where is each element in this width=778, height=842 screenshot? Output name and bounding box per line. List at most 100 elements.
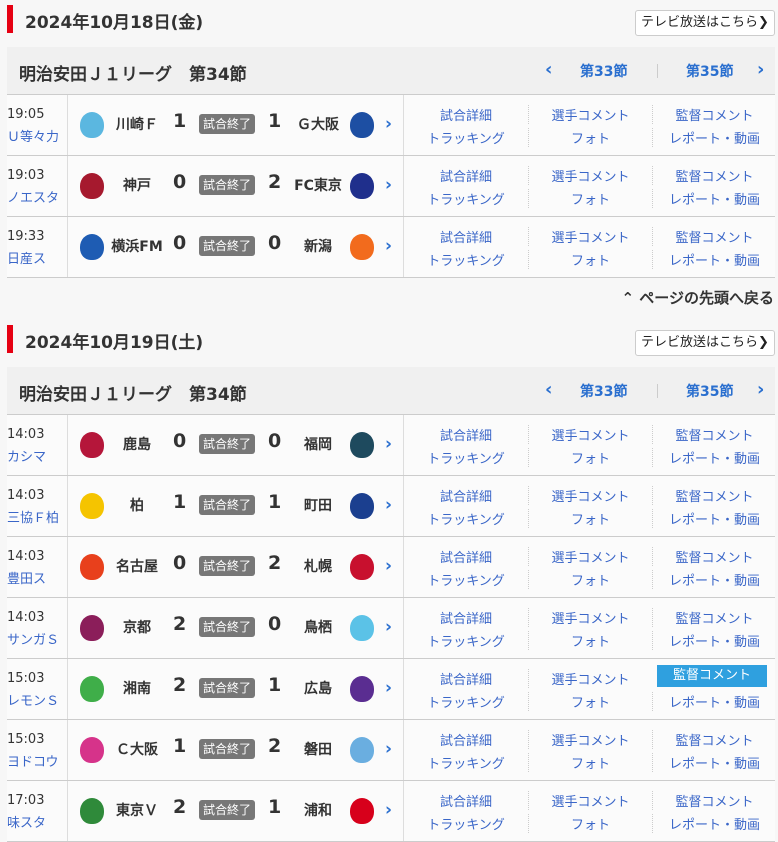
player-comment-link[interactable]: 選手コメント: [528, 730, 652, 749]
chevron-right-icon[interactable]: ›: [385, 495, 393, 515]
chevron-right-icon[interactable]: ›: [385, 617, 393, 637]
tracking-link[interactable]: トラッキング: [427, 574, 505, 589]
manager-comment-link[interactable]: 監督コメント: [652, 608, 776, 627]
next-round-link[interactable]: 第35節: [686, 384, 734, 400]
next-round-link[interactable]: 第35節: [686, 64, 734, 80]
stadium-link[interactable]: 三協Ｆ柏: [7, 511, 60, 526]
photo-link[interactable]: フォト: [528, 814, 652, 833]
stadium-link[interactable]: ノエスタ: [7, 191, 60, 206]
photo-link[interactable]: フォト: [528, 250, 652, 269]
photo-link[interactable]: フォト: [528, 631, 652, 650]
manager-comment-link[interactable]: 監督コメント: [657, 665, 767, 687]
player-comment-link[interactable]: 選手コメント: [528, 227, 652, 246]
stadium-link[interactable]: レモンＳ: [7, 694, 60, 709]
chevron-right-icon[interactable]: ›: [385, 556, 393, 576]
chevron-right-icon[interactable]: ›: [385, 678, 393, 698]
match-detail-link[interactable]: 試合詳細: [439, 734, 492, 749]
tracking-link[interactable]: トラッキング: [427, 635, 505, 650]
photo-link[interactable]: フォト: [528, 570, 652, 589]
tracking-link[interactable]: トラッキング: [427, 193, 505, 208]
away-team-crest-icon: [350, 493, 374, 519]
photo-link[interactable]: フォト: [528, 128, 652, 147]
match-detail-link[interactable]: 試合詳細: [439, 795, 492, 810]
stadium-link[interactable]: 味スタ: [7, 816, 47, 831]
player-comment-link[interactable]: 選手コメント: [528, 425, 652, 444]
match-detail-link[interactable]: 試合詳細: [439, 231, 492, 246]
manager-comment-link[interactable]: 監督コメント: [652, 486, 776, 505]
report-video-link[interactable]: レポート・動画: [652, 128, 776, 147]
chevron-left-icon[interactable]: ‹: [545, 379, 553, 400]
stadium-link[interactable]: サンガＳ: [7, 633, 60, 648]
match-detail-link[interactable]: 試合詳細: [439, 673, 492, 688]
report-video-link[interactable]: レポート・動画: [652, 189, 776, 208]
photo-link[interactable]: フォト: [528, 692, 652, 711]
match-row: 14:03 サンガＳ 京都 2 試合終了 0 鳥栖 › 試合詳細 選手コメント …: [7, 598, 775, 659]
manager-comment-link[interactable]: 監督コメント: [652, 166, 776, 185]
tv-broadcast-button[interactable]: テレビ放送はこちら❯: [635, 330, 775, 356]
match-links: 試合詳細 選手コメント 監督コメント トラッキング フォト レポート・動画: [404, 95, 775, 155]
report-video-link[interactable]: レポート・動画: [652, 570, 776, 589]
manager-comment-link[interactable]: 監督コメント: [652, 425, 776, 444]
chevron-right-icon[interactable]: ›: [385, 175, 393, 195]
chevron-right-icon[interactable]: ›: [385, 739, 393, 759]
player-comment-link[interactable]: 選手コメント: [528, 547, 652, 566]
divider: [657, 64, 658, 78]
chevron-right-icon[interactable]: ›: [757, 59, 765, 80]
photo-link[interactable]: フォト: [528, 189, 652, 208]
prev-round-link[interactable]: 第33節: [580, 384, 628, 400]
chevron-right-icon[interactable]: ›: [385, 236, 393, 256]
stadium-link[interactable]: Ｕ等々力: [7, 130, 60, 145]
stadium-link[interactable]: ヨドコウ: [7, 755, 59, 770]
status-badge: 試合終了: [199, 678, 255, 698]
prev-round-link[interactable]: 第33節: [580, 64, 628, 80]
back-to-top-link[interactable]: ⌃ ページの先頭へ戻る: [621, 289, 775, 307]
chevron-right-icon[interactable]: ›: [385, 800, 393, 820]
tracking-link[interactable]: トラッキング: [427, 818, 505, 833]
chevron-left-icon[interactable]: ‹: [545, 59, 553, 80]
chevron-right-icon[interactable]: ›: [757, 379, 765, 400]
player-comment-link[interactable]: 選手コメント: [528, 486, 652, 505]
match-detail-link[interactable]: 試合詳細: [439, 612, 492, 627]
tv-broadcast-button[interactable]: テレビ放送はこちら❯: [635, 10, 775, 36]
match-row: 19:03 ノエスタ 神戸 0 試合終了 2 FC東京 › 試合詳細 選手コメン…: [7, 156, 775, 217]
report-video-link[interactable]: レポート・動画: [652, 814, 776, 833]
tracking-link[interactable]: トラッキング: [427, 452, 505, 467]
tracking-link[interactable]: トラッキング: [427, 696, 505, 711]
player-comment-link[interactable]: 選手コメント: [528, 166, 652, 185]
stadium-link[interactable]: 豊田ス: [7, 572, 47, 587]
photo-link[interactable]: フォト: [528, 448, 652, 467]
report-video-link[interactable]: レポート・動画: [652, 448, 776, 467]
report-video-link[interactable]: レポート・動画: [652, 753, 776, 772]
manager-comment-link[interactable]: 監督コメント: [652, 547, 776, 566]
manager-comment-link[interactable]: 監督コメント: [652, 791, 776, 810]
match-detail-link[interactable]: 試合詳細: [439, 170, 492, 185]
chevron-right-icon[interactable]: ›: [385, 434, 393, 454]
match-detail-link[interactable]: 試合詳細: [439, 429, 492, 444]
player-comment-link[interactable]: 選手コメント: [528, 791, 652, 810]
player-comment-link[interactable]: 選手コメント: [528, 669, 652, 688]
home-team-crest-icon: [80, 737, 104, 763]
manager-comment-link[interactable]: 監督コメント: [652, 227, 776, 246]
status-badge: 試合終了: [199, 236, 255, 256]
tracking-link[interactable]: トラッキング: [427, 254, 505, 269]
report-video-link[interactable]: レポート・動画: [652, 692, 776, 711]
photo-link[interactable]: フォト: [528, 753, 652, 772]
match-detail-link[interactable]: 試合詳細: [439, 551, 492, 566]
stadium-link[interactable]: カシマ: [7, 450, 47, 465]
tracking-link[interactable]: トラッキング: [427, 757, 505, 772]
report-video-link[interactable]: レポート・動画: [652, 250, 776, 269]
report-video-link[interactable]: レポート・動画: [652, 509, 776, 528]
tracking-link[interactable]: トラッキング: [427, 513, 505, 528]
tracking-link[interactable]: トラッキング: [427, 132, 505, 147]
photo-link[interactable]: フォト: [528, 509, 652, 528]
manager-comment-link[interactable]: 監督コメント: [652, 730, 776, 749]
match-detail-link[interactable]: 試合詳細: [439, 109, 492, 124]
player-comment-link[interactable]: 選手コメント: [528, 608, 652, 627]
manager-comment-link[interactable]: 監督コメント: [652, 105, 776, 124]
match-detail-link[interactable]: 試合詳細: [439, 490, 492, 505]
player-comment-link[interactable]: 選手コメント: [528, 105, 652, 124]
home-team: 柏: [130, 498, 144, 514]
chevron-right-icon[interactable]: ›: [385, 114, 393, 134]
report-video-link[interactable]: レポート・動画: [652, 631, 776, 650]
stadium-link[interactable]: 日産ス: [7, 252, 47, 267]
